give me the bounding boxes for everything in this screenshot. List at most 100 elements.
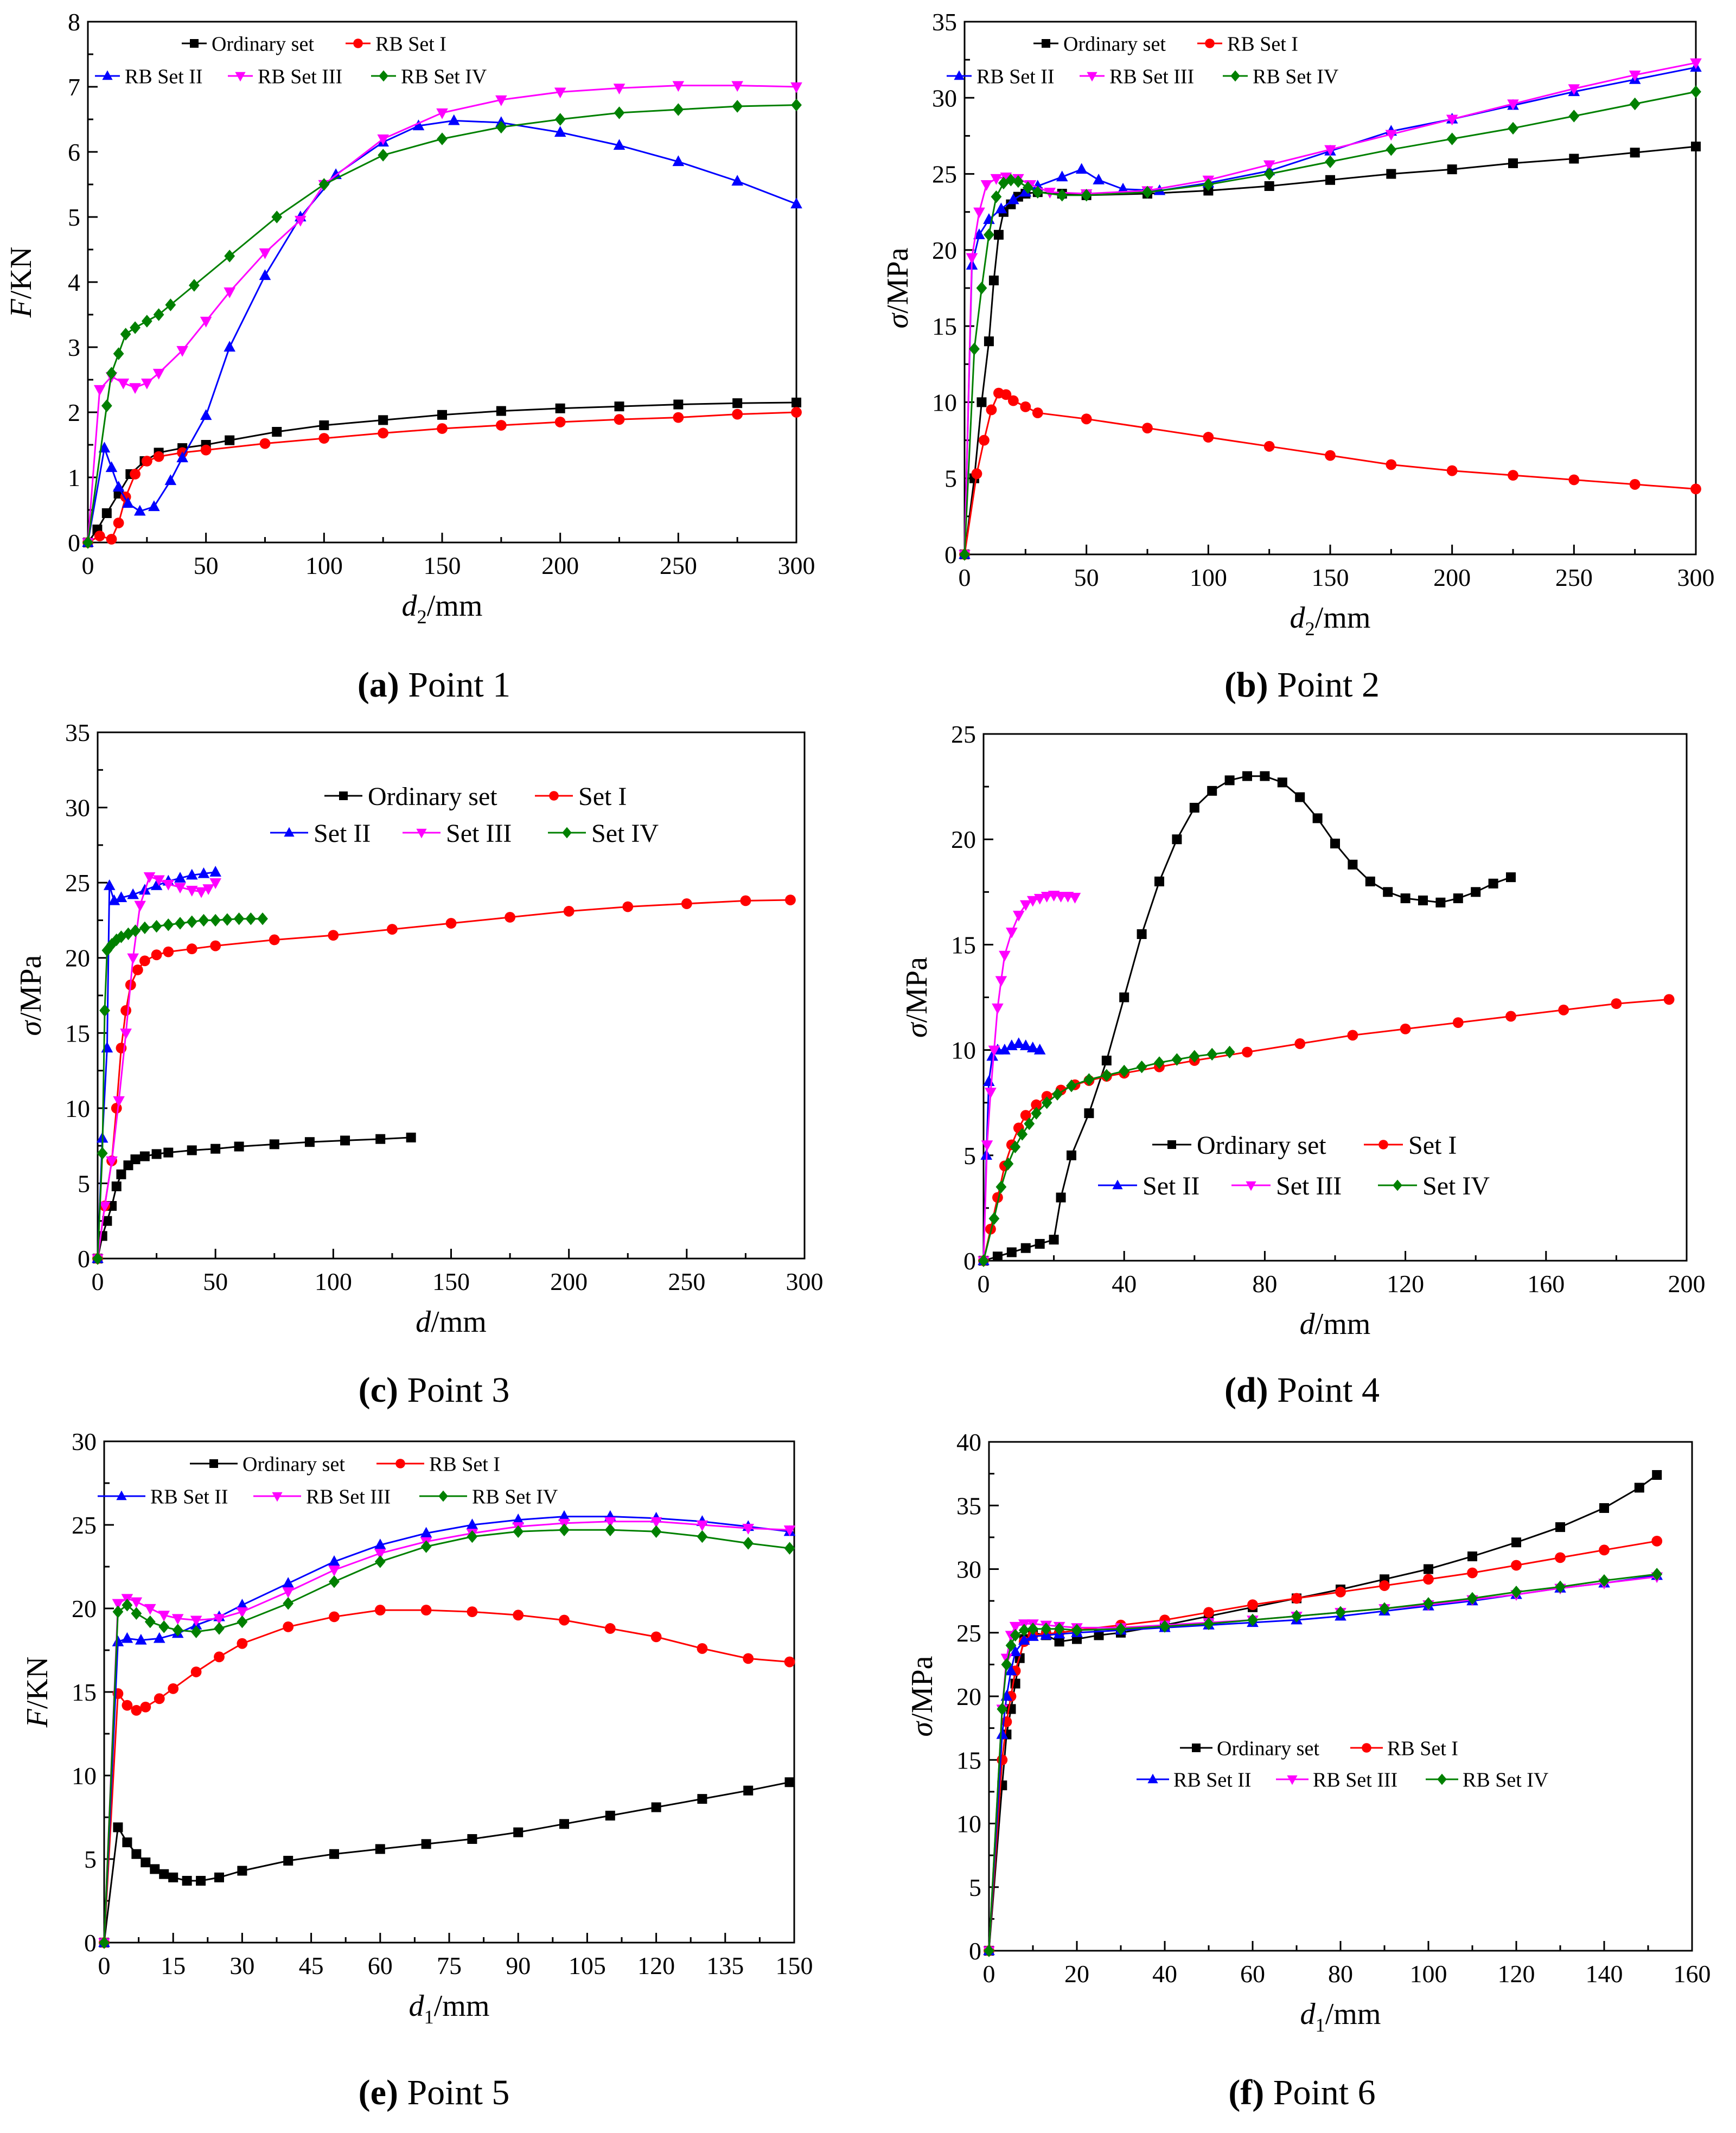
- legend-label: RB Set III: [258, 65, 342, 88]
- legend-marker: [1087, 72, 1097, 82]
- y-tick-label: 10: [932, 388, 957, 416]
- legend-label: RB Set IV: [401, 65, 487, 88]
- data-point: [151, 919, 162, 933]
- data-point: [1568, 474, 1580, 486]
- data-point: [995, 202, 1007, 214]
- legend-label: RB Set III: [306, 1485, 391, 1508]
- legend-label: Set III: [1276, 1172, 1342, 1200]
- data-point: [784, 1656, 795, 1668]
- x-tick-label: 250: [1555, 564, 1593, 591]
- data-point: [130, 321, 141, 334]
- data-point: [1505, 1011, 1516, 1022]
- data-point: [1000, 389, 1012, 400]
- legend-marker: [1192, 1744, 1201, 1752]
- legend-marker: [1112, 1179, 1123, 1190]
- data-point: [1446, 132, 1458, 145]
- data-point: [224, 250, 235, 263]
- data-point: [1690, 483, 1701, 495]
- legend-label: Ordinary set: [1217, 1737, 1319, 1760]
- data-point: [197, 867, 210, 878]
- x-tick-label: 0: [98, 1952, 111, 1979]
- x-tick-label: 200: [550, 1268, 588, 1295]
- x-tick-label: 80: [1328, 1960, 1353, 1988]
- data-point: [304, 1137, 315, 1147]
- data-point: [153, 451, 164, 462]
- data-point: [1568, 110, 1580, 123]
- x-tick-label: 60: [1240, 1960, 1265, 1988]
- data-point: [1054, 1637, 1064, 1647]
- data-point: [651, 1802, 661, 1812]
- y-tick-label: 10: [65, 1095, 90, 1122]
- data-point: [210, 1144, 221, 1154]
- legend-label: RB Set II: [125, 65, 203, 88]
- data-point: [112, 1599, 124, 1610]
- data-point: [1263, 440, 1275, 452]
- data-point: [210, 940, 221, 951]
- data-point: [176, 346, 188, 357]
- data-point: [1291, 1610, 1302, 1623]
- y-tick-label: 20: [65, 944, 90, 972]
- data-point: [1385, 130, 1397, 141]
- data-point: [513, 1827, 524, 1837]
- data-point: [1006, 1247, 1017, 1257]
- data-point: [1020, 401, 1031, 412]
- data-point: [144, 1615, 156, 1629]
- caption-point-5: (e) Point 5: [0, 2072, 868, 2113]
- data-point: [420, 1527, 432, 1538]
- data-point: [1651, 1568, 1663, 1581]
- legend-marker: [1167, 1140, 1176, 1149]
- chart-point-2: 0 50 100 150 200 250 300 0 5 10 15 20 25 30 35 d2/mm σ/M…: [881, 8, 1715, 640]
- legend-marker: [353, 39, 363, 48]
- legend-marker: [1362, 1743, 1371, 1753]
- legend-marker: [1246, 1181, 1256, 1191]
- data-point: [743, 1653, 754, 1664]
- data-point: [1488, 878, 1498, 889]
- x-tick-label: 300: [786, 1268, 824, 1295]
- chart-panel-point-5: 0 15 30 45 60 75 90 105 120 135 150 0 5 10 15 20 25 30 d1/…: [0, 1421, 868, 2133]
- data-point: [1000, 173, 1012, 183]
- caption-point-3: (c) Point 3: [0, 1370, 868, 1411]
- y-tick-label: 5: [944, 465, 957, 493]
- y-tick-label: 30: [72, 1428, 97, 1455]
- data-point: [214, 1651, 225, 1663]
- data-point: [123, 927, 134, 941]
- y-tick-label: 5: [84, 1845, 97, 1873]
- data-point: [1312, 813, 1323, 823]
- y-tick-label: 25: [932, 161, 957, 188]
- data-point: [221, 913, 233, 926]
- data-point: [1101, 1056, 1112, 1066]
- data-point: [1611, 998, 1622, 1010]
- data-point: [791, 98, 802, 112]
- y-tick-label: 10: [956, 1810, 981, 1838]
- data-point: [135, 1633, 147, 1645]
- data-point: [743, 1537, 754, 1550]
- data-point: [743, 1785, 754, 1796]
- data-point: [982, 1075, 995, 1086]
- data-point: [985, 1088, 997, 1099]
- data-point: [1467, 1567, 1478, 1579]
- data-point: [1010, 1140, 1021, 1153]
- data-point: [783, 1525, 796, 1536]
- legend-label: Ordinary set: [1197, 1131, 1326, 1160]
- data-point: [1005, 1664, 1017, 1676]
- y-tick-label: 7: [68, 73, 80, 101]
- series-rb-set-iv: [984, 1568, 1663, 1957]
- data-point: [153, 308, 164, 321]
- data-point: [1013, 910, 1025, 922]
- data-point: [1224, 1045, 1235, 1059]
- y-axis-label: σ/MPa: [900, 957, 934, 1038]
- data-point: [1690, 58, 1702, 69]
- data-point: [1041, 1096, 1052, 1109]
- data-point: [1599, 1544, 1610, 1556]
- data-point: [992, 1251, 1003, 1262]
- data-point: [328, 1555, 340, 1566]
- data-point: [120, 1005, 132, 1016]
- data-point: [604, 1523, 616, 1536]
- x-tick-label: 160: [1527, 1270, 1565, 1298]
- series-set-iii: [978, 891, 1081, 1267]
- data-point: [168, 1872, 178, 1882]
- data-point: [1056, 1192, 1066, 1203]
- data-point: [182, 1876, 192, 1886]
- y-axis-label: F/KN: [21, 1657, 54, 1728]
- data-point: [1508, 122, 1518, 135]
